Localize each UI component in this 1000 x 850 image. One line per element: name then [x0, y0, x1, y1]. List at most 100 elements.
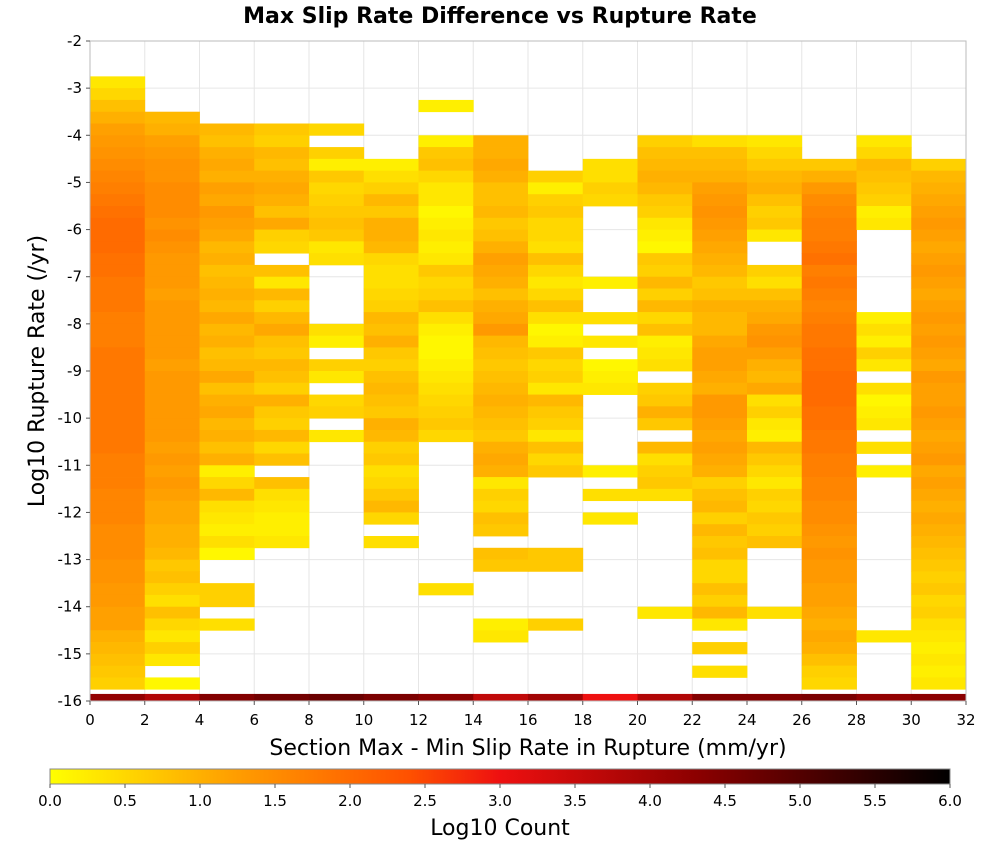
heatmap-cell	[801, 323, 857, 337]
heatmap-cell-floor	[911, 693, 967, 701]
heatmap-cell	[363, 465, 419, 478]
heatmap-cell	[801, 158, 857, 172]
y-tick-label: -9	[67, 362, 82, 380]
heatmap-cell	[692, 371, 748, 384]
heatmap-cell	[692, 323, 748, 337]
heatmap-cell	[582, 335, 638, 348]
heatmap-cell	[801, 194, 857, 207]
heatmap-cell	[144, 135, 200, 148]
heatmap-cell	[473, 276, 529, 289]
colorbar-tick-label: 4.0	[638, 792, 662, 810]
heatmap-cell	[144, 441, 200, 454]
heatmap-cell	[692, 477, 748, 490]
heatmap-cell	[144, 111, 200, 124]
heatmap-cell	[856, 382, 912, 395]
heatmap-cell	[911, 653, 967, 667]
colorbar-tick-label: 5.0	[788, 792, 812, 810]
heatmap-cell	[309, 429, 365, 443]
heatmap-cell	[199, 394, 255, 407]
heatmap-cell	[637, 229, 693, 242]
heatmap-cell	[747, 441, 803, 454]
heatmap-cell	[363, 229, 419, 242]
heatmap-cell	[473, 630, 529, 643]
heatmap-cell	[801, 583, 857, 596]
heatmap-cell	[363, 347, 419, 360]
heatmap-cell	[856, 465, 912, 478]
heatmap-cell	[90, 418, 146, 431]
heatmap-cell	[528, 206, 584, 219]
heatmap-cell	[90, 653, 146, 667]
heatmap-cell	[911, 606, 967, 619]
heatmap-cell	[418, 206, 474, 219]
heatmap-cell	[692, 147, 748, 160]
y-tick-label: -8	[67, 315, 82, 333]
heatmap-cell	[254, 394, 310, 407]
heatmap-cell	[363, 536, 419, 549]
heatmap-cell	[90, 559, 146, 572]
heatmap-cell	[473, 394, 529, 407]
heatmap-cell	[90, 217, 146, 230]
heatmap-cell	[747, 276, 803, 289]
heatmap-cell	[856, 347, 912, 360]
heatmap-cell	[801, 253, 857, 266]
colorbar-tick-label: 2.0	[338, 792, 362, 810]
colorbar	[49, 768, 951, 785]
colorbar-tick-label: 3.0	[488, 792, 512, 810]
y-tick-label: -12	[58, 503, 83, 521]
colorbar-tick-label: 4.5	[713, 792, 737, 810]
heatmap-cell	[199, 147, 255, 160]
heatmap-cell	[747, 206, 803, 219]
heatmap-cell	[418, 382, 474, 395]
heatmap-cell	[199, 217, 255, 230]
heatmap-cell	[254, 382, 310, 395]
heatmap-cell	[254, 229, 310, 242]
heatmap-cell	[801, 300, 857, 313]
heatmap-cell	[254, 488, 310, 502]
heatmap-cell	[911, 312, 967, 325]
heatmap-cell	[528, 465, 584, 478]
heatmap-cell	[528, 618, 584, 631]
heatmap-cell	[747, 371, 803, 384]
heatmap-cell	[90, 488, 146, 502]
x-tick-label: 4	[195, 711, 205, 729]
heatmap-cell	[144, 229, 200, 242]
heatmap-cell	[418, 323, 474, 337]
heatmap-cell	[473, 512, 529, 525]
heatmap-cell	[144, 182, 200, 195]
heatmap-cell	[911, 371, 967, 384]
heatmap-cell	[582, 382, 638, 395]
heatmap-cell	[199, 429, 255, 443]
heatmap-cell	[747, 477, 803, 490]
heatmap-cell-floor	[254, 693, 310, 701]
heatmap-cell	[911, 441, 967, 454]
heatmap-cell	[528, 170, 584, 183]
heatmap-cell	[637, 312, 693, 325]
heatmap-cell	[418, 194, 474, 207]
heatmap-cell	[692, 382, 748, 395]
heatmap-cell	[801, 453, 857, 466]
heatmap-cell	[911, 359, 967, 372]
heatmap-cell	[747, 606, 803, 619]
heatmap-cell	[473, 194, 529, 207]
heatmap-cell	[637, 606, 693, 619]
y-tick-label: -3	[67, 79, 82, 97]
heatmap-cell	[911, 453, 967, 466]
heatmap-cell	[418, 170, 474, 183]
heatmap-cell	[582, 276, 638, 289]
heatmap-cell	[528, 276, 584, 289]
heatmap-cell	[254, 300, 310, 313]
heatmap-cell	[254, 347, 310, 360]
heatmap-cell	[199, 206, 255, 219]
colorbar-tick-label: 2.5	[413, 792, 437, 810]
heatmap-cell	[637, 135, 693, 148]
heatmap-cell	[637, 382, 693, 395]
heatmap-cell-floor	[637, 693, 693, 701]
heatmap-cell	[801, 335, 857, 348]
heatmap-cell	[747, 465, 803, 478]
heatmap-cell	[199, 477, 255, 490]
heatmap-cell	[363, 194, 419, 207]
heatmap-cell	[144, 465, 200, 478]
heatmap-cell	[637, 347, 693, 360]
heatmap-cell	[692, 394, 748, 407]
y-tick-label: -13	[58, 551, 83, 569]
